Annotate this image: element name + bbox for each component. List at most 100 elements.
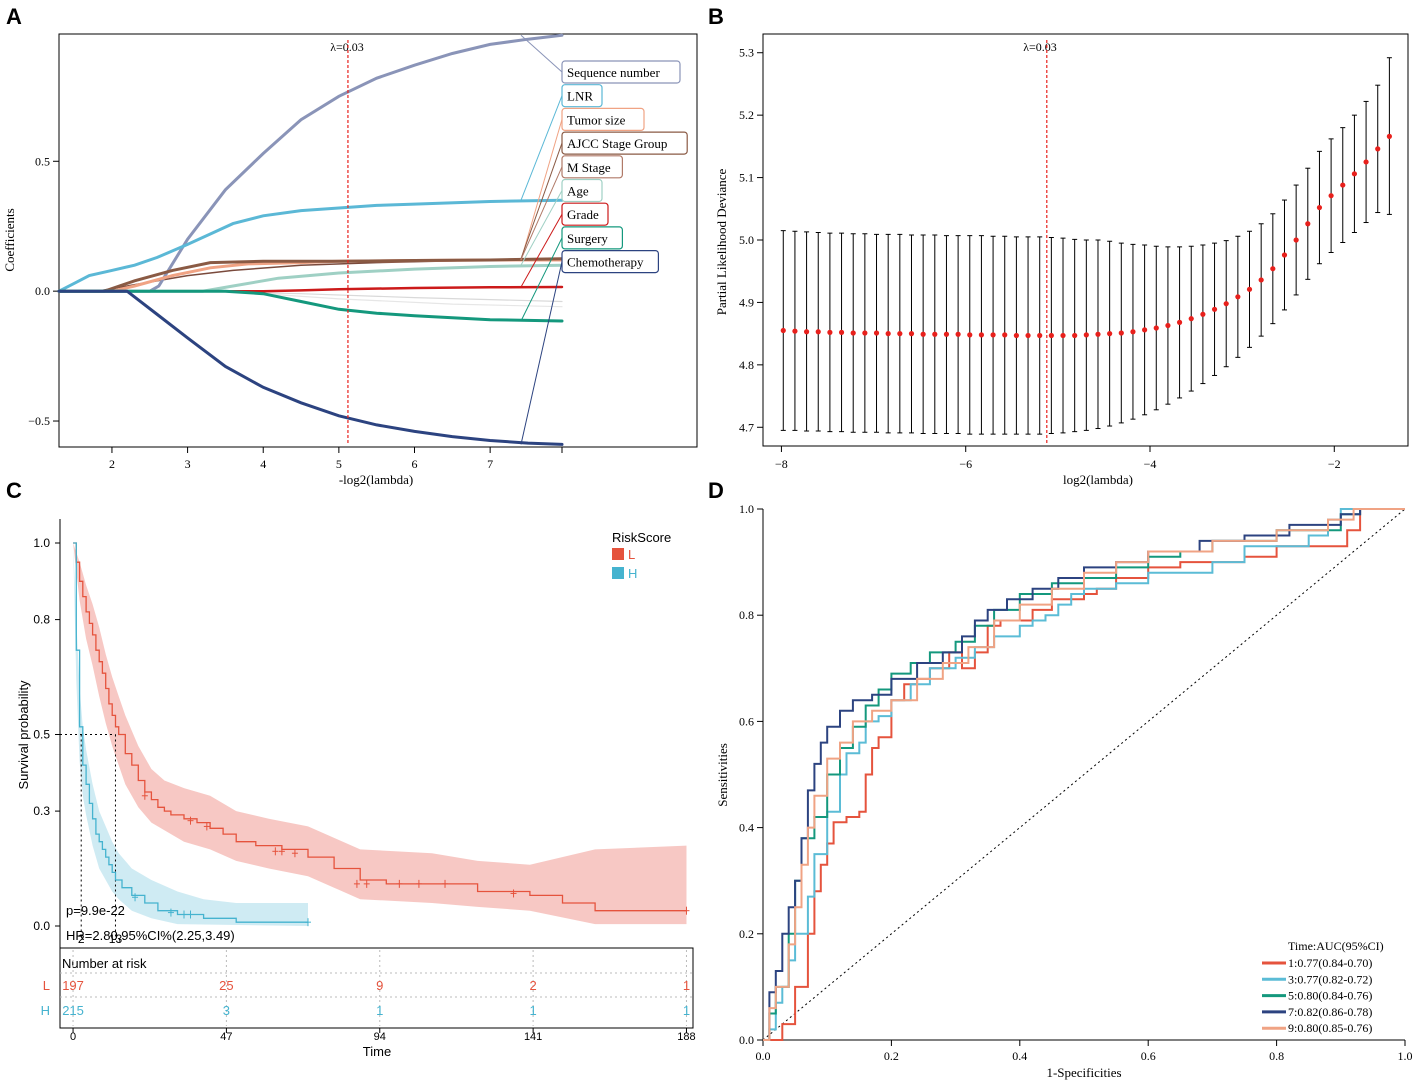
panel-b-mean-point bbox=[990, 332, 996, 338]
panel-b-mean-point bbox=[1060, 332, 1066, 339]
panel-b-mean-point bbox=[1386, 133, 1392, 139]
panel-c-risk-table-title: Number at risk bbox=[62, 956, 147, 971]
panel-d-diagonal-reference bbox=[762, 508, 1406, 1041]
panel-b-mean-point bbox=[1375, 146, 1381, 152]
panel-b-mean-point bbox=[920, 331, 926, 337]
panel-c-legend-title: RiskScore bbox=[612, 530, 671, 545]
panel-d-legend-label: 3:0.77(0.82-0.72) bbox=[1288, 972, 1372, 986]
panel-a-x-tick-label: 6 bbox=[412, 457, 418, 471]
panel-a-x-tick-label: 4 bbox=[260, 457, 266, 471]
panel-c-risk-table-frame bbox=[59, 947, 694, 1029]
panel-d-y-tick-label: 1.0 bbox=[739, 502, 754, 516]
panel-a-series-line bbox=[57, 289, 564, 323]
panel-b-mean-point bbox=[1281, 252, 1288, 258]
panel-b-mean-point bbox=[1095, 331, 1101, 337]
panel-d-x-axis-label: 1-Specificities bbox=[1046, 1065, 1121, 1080]
panel-c-pvalue: p=9.9e-22 bbox=[66, 903, 125, 918]
panel-c-risk-count: 1 bbox=[683, 978, 690, 993]
panel-c-y-axis-label: Survival probability bbox=[16, 680, 31, 790]
panel-c-legend-swatch bbox=[612, 548, 624, 560]
panel-a-legend-label: AJCC Stage Group bbox=[567, 136, 667, 151]
panel-a-legend-label: LNR bbox=[567, 89, 593, 104]
panel-b-mean-point bbox=[1223, 301, 1229, 307]
panel-a-series-line bbox=[57, 33, 564, 293]
panel-b-mean-point bbox=[1118, 330, 1124, 336]
panel-b-y-tick-label: 5.1 bbox=[739, 171, 754, 185]
panel-a-legend-connector bbox=[520, 142, 563, 259]
panel-b-mean-point bbox=[1165, 322, 1171, 329]
panel-b-x-tick-label: −4 bbox=[1144, 457, 1157, 471]
panel-b-mean-point bbox=[803, 329, 810, 335]
panel-b-mean-point bbox=[967, 332, 973, 338]
panel-c-risk-count: 197 bbox=[62, 978, 84, 993]
panel-d-x-tick-label: 0.4 bbox=[1012, 1049, 1027, 1063]
panel-c-risk-count: 9 bbox=[376, 978, 383, 993]
panel-d-x-tick-label: 0.2 bbox=[884, 1049, 899, 1063]
panel-a-legend-connector bbox=[520, 213, 563, 288]
panel-b-mean-point bbox=[1316, 204, 1323, 211]
panel-d-y-tick-label: 0.2 bbox=[739, 927, 754, 941]
panel-b-y-tick-label: 4.8 bbox=[739, 358, 754, 372]
panel-c-median-label: 13 bbox=[109, 932, 123, 946]
panel-c-legend-swatch bbox=[612, 567, 624, 579]
panel-b-mean-point bbox=[1270, 266, 1276, 272]
panel-b-mean-point bbox=[1048, 332, 1054, 339]
panel-c-risk-count: 25 bbox=[219, 978, 233, 993]
panel-c-y-tick-label: 0.0 bbox=[33, 919, 50, 933]
panel-b-mean-point bbox=[780, 327, 786, 334]
panel-c-ci-band bbox=[73, 543, 687, 925]
panel-b-mean-point bbox=[1072, 332, 1078, 339]
panel-b-mean-point bbox=[932, 331, 938, 337]
panel-b-mean-point bbox=[1130, 329, 1136, 335]
panel-c-survival-curve bbox=[73, 542, 308, 923]
panel-b-y-axis-label: Partial Likelihood Deviance bbox=[714, 168, 729, 315]
panel-b-y-tick-label: 4.7 bbox=[739, 420, 754, 434]
panel-a-legend-box bbox=[561, 178, 603, 203]
panel-a-y-tick-label: 0.5 bbox=[35, 154, 50, 168]
panel-b-mean-point bbox=[1083, 332, 1089, 338]
panel-b-y-tick-label: 4.9 bbox=[739, 295, 754, 309]
panel-d-x-tick-label: 0.6 bbox=[1141, 1049, 1156, 1063]
panel-d-roc-line bbox=[763, 508, 1405, 1041]
panel-c-x-tick-label: 0 bbox=[70, 1031, 76, 1043]
panel-a-legend-label: Chemotherapy bbox=[567, 255, 644, 270]
panel-a-legend-connector bbox=[520, 261, 563, 445]
panel-d-x-tick-label: 0.8 bbox=[1269, 1049, 1284, 1063]
panel-c-x-tick-label: 47 bbox=[220, 1031, 232, 1043]
panel-b-mean-point bbox=[1037, 332, 1043, 339]
panel-b-mean-point bbox=[908, 331, 915, 337]
panel-c-risk-row-label: H bbox=[41, 1003, 50, 1018]
panel-b-mean-point bbox=[1200, 311, 1206, 317]
panel-b-mean-point bbox=[1176, 319, 1183, 325]
panel-d-y-axis-label: Sensitivities bbox=[715, 743, 730, 807]
panel-b-mean-point bbox=[862, 330, 868, 336]
panel-a-legend-box bbox=[561, 250, 660, 274]
panel-d-y-tick-label: 0.4 bbox=[739, 821, 754, 835]
panel-a-legend-label: Tumor size bbox=[567, 112, 626, 127]
panel-a-legend-box bbox=[561, 131, 688, 155]
panel-letter-d: D bbox=[708, 478, 724, 503]
panel-a-legend-box bbox=[561, 84, 603, 108]
panel-a-x-tick-label: 3 bbox=[185, 457, 191, 471]
panel-b-mean-point bbox=[1305, 221, 1311, 227]
panel-b-mean-point bbox=[955, 331, 961, 337]
panel-a-plot-frame bbox=[58, 33, 698, 448]
panel-b-mean-point bbox=[1258, 277, 1264, 283]
panel-b-y-tick-label: 5.0 bbox=[739, 233, 754, 247]
panel-b-mean-point bbox=[815, 329, 821, 335]
panel-c-risk-row-label: L bbox=[43, 978, 50, 993]
panel-c-legend-label: L bbox=[628, 547, 635, 562]
panel-b-x-axis-label: log2(lambda) bbox=[1063, 472, 1133, 487]
panel-a-legend-label: M Stage bbox=[567, 160, 611, 175]
panel-b-mean-point bbox=[1293, 237, 1299, 243]
panel-b-mean-point bbox=[873, 330, 880, 336]
panel-b-mean-point bbox=[1351, 171, 1358, 177]
panel-b-cv-deviance: Partial Likelihood Deviance log2(lambda)… bbox=[714, 33, 1409, 487]
panel-b-mean-point bbox=[897, 331, 903, 337]
panel-b-mean-point bbox=[1363, 159, 1369, 165]
panel-c-x-tick-label: 94 bbox=[374, 1031, 386, 1043]
panel-b-mean-point bbox=[1153, 325, 1159, 331]
panel-d-legend-label: 5:0.80(0.84-0.76) bbox=[1288, 989, 1372, 1003]
panel-d-y-tick-label: 0.8 bbox=[739, 608, 754, 622]
panel-a-legend-box bbox=[561, 107, 645, 132]
